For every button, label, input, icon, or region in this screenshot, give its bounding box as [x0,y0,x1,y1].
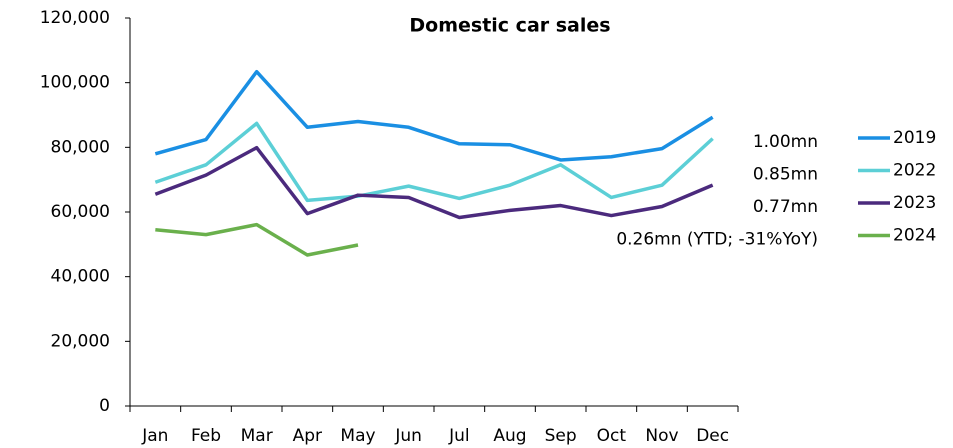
x-tick-label: Jul [448,426,470,446]
x-tick-label: Jun [394,426,422,446]
y-tick-label: 100,000 [40,73,110,93]
annotation: 1.00mn [753,132,818,152]
legend-label: 2024 [893,226,936,246]
x-tick-label: Mar [241,426,273,446]
series-line [154,69,714,162]
x-tick-label: May [340,426,375,446]
annotation: 0.85mn [753,165,818,185]
legend-label: 2022 [893,161,936,181]
series-line [154,121,714,203]
y-tick-label: 20,000 [51,331,110,351]
x-tick-label: Jan [141,426,168,446]
x-tick-label: Apr [293,426,322,446]
x-tick-label: Sep [545,426,577,446]
x-tick-label: Dec [696,426,729,446]
x-tick-label: Oct [597,426,627,446]
chart-title: Domestic car sales [409,15,610,37]
y-tick-label: 120,000 [40,8,110,28]
annotation: 0.26mn (YTD; -31%YoY) [616,230,818,250]
y-tick-label: 80,000 [51,137,110,157]
x-tick-label: Aug [493,426,526,446]
x-tick-label: Feb [191,426,221,446]
x-tick-label: Nov [645,426,678,446]
series-line [155,222,359,257]
annotation: 0.77mn [753,197,818,217]
series-line [154,145,714,220]
legend-label: 2023 [893,193,936,213]
legend-label: 2019 [893,128,936,148]
y-tick-label: 40,000 [51,267,110,287]
y-tick-label: 0 [99,396,110,416]
y-tick-label: 60,000 [51,202,110,222]
